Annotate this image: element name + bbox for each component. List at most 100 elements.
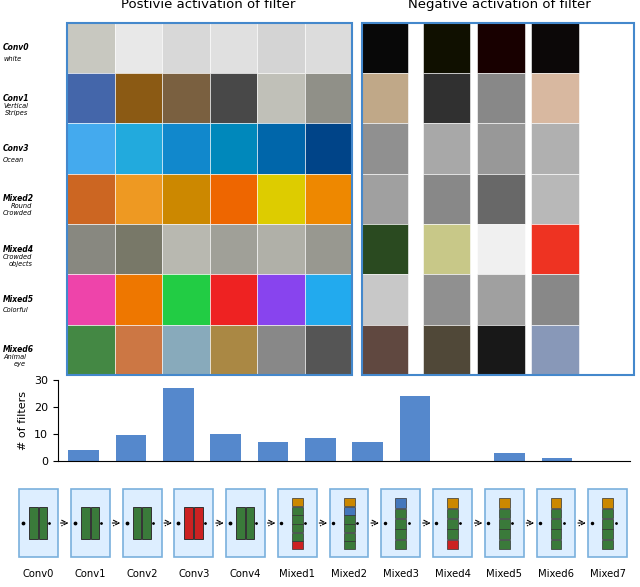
FancyBboxPatch shape [292,524,303,532]
FancyBboxPatch shape [292,515,303,524]
Bar [531,123,579,174]
Bar [115,23,162,73]
FancyBboxPatch shape [292,541,303,549]
FancyBboxPatch shape [396,498,406,508]
Bar [257,123,305,174]
Bar [67,274,115,325]
Bar [115,174,162,224]
Text: Crowded
objects: Crowded objects [3,254,33,266]
FancyBboxPatch shape [19,489,58,557]
Bar [362,274,408,325]
Bar [162,73,210,123]
Bar [257,23,305,73]
Bar [422,224,470,274]
FancyBboxPatch shape [344,541,355,549]
Bar [305,123,352,174]
Bar [210,123,257,174]
Text: Mixed2: Mixed2 [331,569,367,579]
FancyBboxPatch shape [602,498,613,508]
Text: Mixed2: Mixed2 [3,194,34,203]
Bar [477,224,525,274]
Text: Mixed4: Mixed4 [435,569,470,579]
FancyBboxPatch shape [90,507,99,539]
Text: Ocean: Ocean [3,157,24,163]
Bar [422,123,470,174]
Bar [67,23,115,73]
Bar [531,224,579,274]
FancyBboxPatch shape [499,498,509,508]
FancyBboxPatch shape [499,509,509,518]
Bar [210,325,257,375]
Bar [422,325,470,375]
Bar [162,224,210,274]
Bar [210,274,257,325]
Text: Conv0: Conv0 [3,43,29,52]
FancyBboxPatch shape [447,519,458,529]
Bar [305,174,352,224]
FancyBboxPatch shape [588,489,627,557]
FancyBboxPatch shape [123,489,161,557]
Bar [305,274,352,325]
Bar [362,123,408,174]
Bar [257,73,305,123]
Text: Mixed5: Mixed5 [486,569,522,579]
Bar [67,174,115,224]
Bar [477,73,525,123]
FancyBboxPatch shape [447,540,458,549]
FancyBboxPatch shape [447,509,458,518]
Text: Animal
eye: Animal eye [3,354,26,367]
Bar [305,438,336,461]
FancyBboxPatch shape [132,507,141,539]
Bar [494,453,525,461]
Bar [305,224,352,274]
Bar [477,174,525,224]
Bar [477,274,525,325]
FancyBboxPatch shape [602,529,613,539]
Text: Mixed5: Mixed5 [3,295,34,304]
Bar [115,325,162,375]
Bar [67,224,115,274]
Bar [68,450,99,461]
FancyBboxPatch shape [330,489,369,557]
Bar [210,224,257,274]
FancyBboxPatch shape [499,529,509,539]
Text: Colorful: Colorful [3,308,29,313]
Bar [422,274,470,325]
Bar [210,73,257,123]
Bar [477,23,525,73]
FancyBboxPatch shape [381,489,420,557]
FancyBboxPatch shape [550,519,561,529]
FancyBboxPatch shape [29,507,38,539]
Bar [162,123,210,174]
Text: Postivie activation of filter: Postivie activation of filter [121,0,295,11]
Bar [305,73,352,123]
Bar [422,174,470,224]
Bar [162,325,210,375]
FancyBboxPatch shape [39,507,47,539]
Bar [531,274,579,325]
Bar [257,325,305,375]
Bar [163,388,194,461]
FancyBboxPatch shape [485,489,524,557]
FancyBboxPatch shape [292,498,303,507]
FancyBboxPatch shape [344,498,355,507]
FancyBboxPatch shape [344,515,355,524]
Text: Conv1: Conv1 [3,94,29,103]
Bar [162,23,210,73]
Bar [362,73,408,123]
Text: Conv3: Conv3 [3,144,29,153]
Bar [422,23,470,73]
Text: Mixed4: Mixed4 [3,245,34,254]
FancyBboxPatch shape [142,507,151,539]
Bar [162,274,210,325]
Bar [257,274,305,325]
Bar [531,73,579,123]
FancyBboxPatch shape [81,507,90,539]
FancyBboxPatch shape [499,540,509,549]
FancyBboxPatch shape [71,489,110,557]
Text: Mixed1: Mixed1 [279,569,316,579]
Bar [305,23,352,73]
Bar [531,325,579,375]
Text: Conv4: Conv4 [230,569,261,579]
Bar [477,123,525,174]
